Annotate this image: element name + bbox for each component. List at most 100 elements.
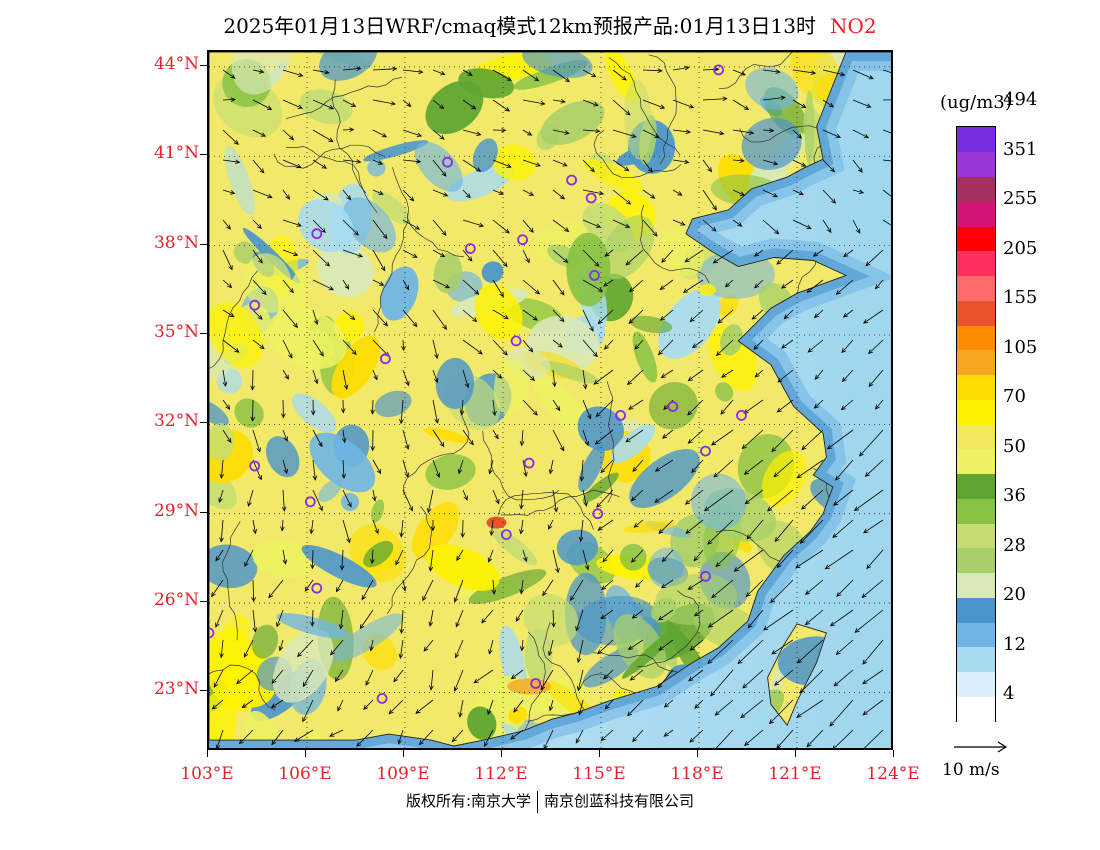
wind-arrow: [841, 339, 854, 353]
wind-arrowhead: [627, 645, 634, 651]
wind-arrowhead: [238, 739, 244, 745]
wind-arrow: [836, 639, 854, 655]
wind-arrow: [522, 129, 532, 136]
wind-arrow: [552, 489, 557, 512]
wind-arrowhead: [463, 495, 468, 501]
wind-arrowhead: [458, 712, 463, 718]
legend-color-cell: [957, 151, 995, 177]
legend-color-cell: [957, 696, 995, 722]
wind-arrowhead: [266, 105, 273, 110]
legend-label: 205: [1003, 237, 1038, 259]
wind-arrow: [769, 699, 794, 724]
wind-arrow: [595, 429, 614, 445]
wind-arrow: [799, 669, 824, 693]
wind-arrow: [672, 99, 694, 108]
wind-arrowhead: [465, 193, 471, 199]
wind-arrow: [743, 399, 764, 414]
wind-arrow: [552, 99, 566, 103]
wind-arrow: [429, 549, 434, 571]
wind-arrow: [745, 489, 764, 505]
wind-arrowhead: [510, 674, 516, 680]
wind-arrowhead: [280, 526, 285, 532]
wind-arrow: [662, 549, 674, 562]
wind-arrow: [582, 339, 598, 357]
wind-arrowhead: [768, 719, 775, 725]
wind-arrowhead: [713, 472, 719, 478]
wind-arrow: [807, 339, 824, 353]
wind-arrowhead: [707, 539, 713, 545]
legend-label: 70: [1003, 386, 1026, 408]
wind-arrow: [521, 639, 524, 651]
wind-arrow: [642, 129, 659, 139]
wind-arrow: [522, 189, 534, 196]
wind-arrow: [297, 639, 314, 657]
wind-arrowhead: [710, 691, 716, 697]
wind-arrowhead: [399, 628, 404, 635]
wind-arrow: [312, 429, 323, 447]
wind-arrow: [520, 519, 524, 534]
wind-arrow: [692, 339, 704, 348]
wind-arrowhead: [652, 231, 658, 237]
wind-arrowhead: [795, 563, 801, 569]
wind-arrow: [552, 549, 559, 573]
legend-color-cell: [957, 597, 995, 623]
lat-label: 26°N: [153, 590, 199, 611]
wind-arrow: [372, 219, 388, 239]
wind-arrow: [542, 579, 554, 596]
wind-arrowhead: [392, 66, 398, 72]
wind-arrow: [432, 429, 445, 447]
wind-arrow: [861, 579, 884, 598]
wind-arrowhead: [219, 473, 225, 480]
wind-arrow: [342, 159, 361, 163]
wind-arrowhead: [256, 223, 262, 230]
wind-arrow: [694, 699, 704, 709]
legend-color-cell: [957, 176, 995, 202]
wind-arrow: [520, 489, 524, 509]
wind-arrowhead: [748, 130, 755, 135]
wind-arrowhead: [230, 190, 236, 195]
wind-arrowhead: [776, 407, 782, 413]
wind-arrow: [432, 309, 447, 330]
concentration-patch: [276, 613, 350, 639]
wind-arrow: [432, 69, 445, 75]
wind-arrowhead: [860, 748, 864, 750]
wind-arrow: [746, 519, 764, 540]
wind-arrowhead: [812, 251, 819, 257]
wind-arrowhead: [717, 318, 723, 324]
wind-arrowhead: [241, 703, 247, 709]
wind-arrow: [222, 309, 235, 318]
concentration-patch: [265, 436, 300, 478]
wind-arrowhead: [600, 614, 606, 620]
wind-arrowhead: [230, 74, 236, 79]
wind-arrowhead: [594, 261, 600, 267]
lat-tick: [200, 332, 207, 334]
city-marker: [592, 508, 604, 520]
wind-arrow: [596, 489, 614, 508]
wind-arrow: [632, 609, 644, 619]
wind-arrowhead: [309, 529, 315, 535]
wind-arrow: [762, 69, 780, 73]
wind-arrowhead: [464, 382, 470, 389]
wind-arrow: [596, 399, 614, 417]
wind-arrowhead: [405, 380, 410, 387]
wind-arrow: [422, 579, 434, 601]
wind-arrow: [612, 69, 627, 81]
wind-arrowhead: [855, 228, 861, 234]
wind-arrowhead: [227, 283, 233, 289]
lon-tick: [501, 750, 502, 757]
wind-arrowhead: [473, 678, 479, 684]
wind-arrowhead: [724, 282, 730, 288]
wind-arrowhead: [495, 499, 500, 505]
wind-arrow: [294, 729, 314, 742]
wind-arrow: [582, 549, 589, 570]
wind-arrow: [340, 609, 344, 629]
legend-label: 494: [1003, 89, 1038, 111]
wind-arrow: [627, 699, 644, 716]
wind-arrow: [393, 669, 404, 682]
wind-arrow: [716, 339, 734, 356]
wind-arrowhead: [597, 287, 604, 292]
boundary-line: [500, 489, 620, 516]
wind-arrow: [522, 249, 530, 263]
wind-arrowhead: [552, 382, 557, 388]
wind-arrow: [372, 489, 376, 501]
